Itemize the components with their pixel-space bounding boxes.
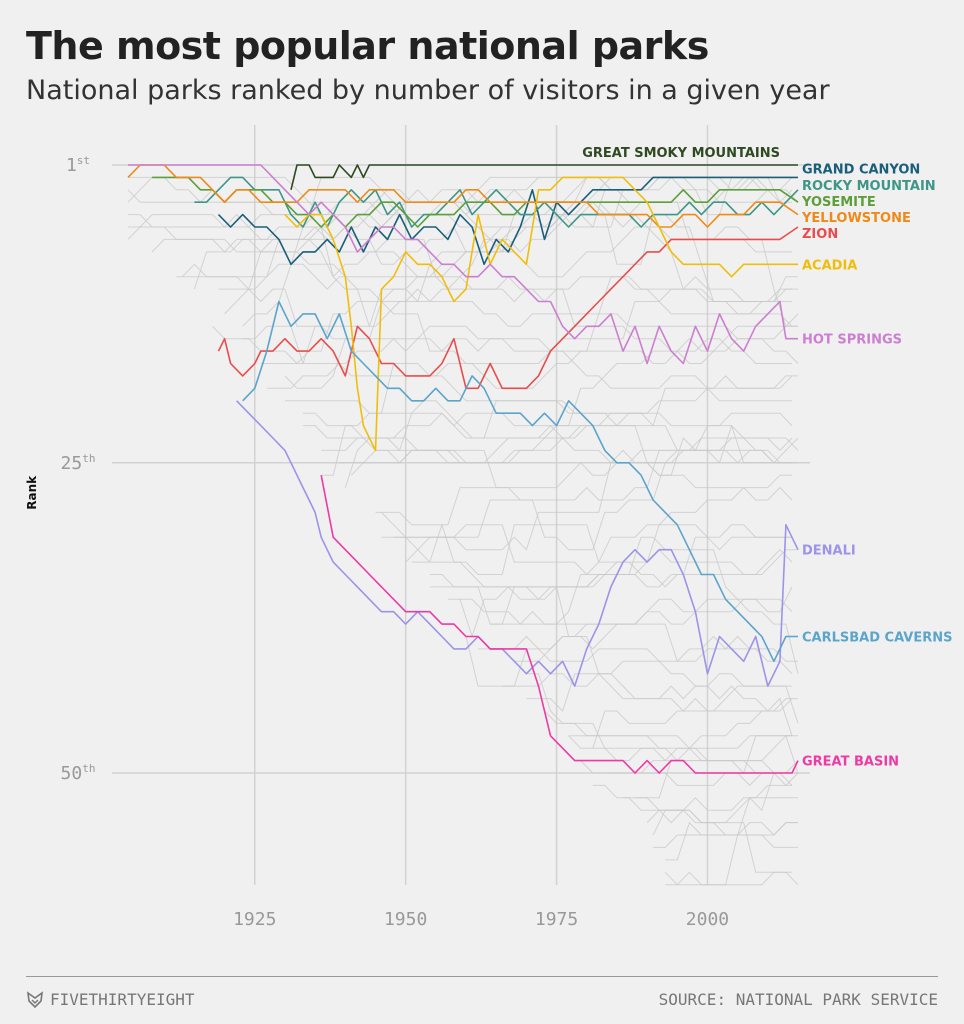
background-park-line bbox=[266, 325, 798, 389]
series-line-yellowstone bbox=[127, 164, 799, 228]
background-park-line bbox=[568, 685, 799, 749]
series-label: ZION bbox=[802, 227, 838, 242]
series-line-hot-springs bbox=[128, 164, 798, 365]
chart-title: The most popular national parks bbox=[26, 24, 709, 68]
series-line-great-smoky-mountains bbox=[290, 164, 798, 190]
y-tick-label: 25th bbox=[61, 452, 96, 474]
series-label: GRAND CANYON bbox=[802, 163, 920, 178]
chart-subtitle: National parks ranked by number of visit… bbox=[26, 75, 830, 106]
background-park-line bbox=[242, 301, 799, 366]
y-tick-label: 50th bbox=[61, 762, 96, 784]
background-park-line bbox=[501, 586, 793, 662]
x-tick-label: 2000 bbox=[686, 909, 729, 930]
background-park-line bbox=[344, 424, 792, 488]
x-tick-label: 1925 bbox=[233, 909, 276, 930]
footer-divider bbox=[26, 976, 938, 977]
background-park-line bbox=[405, 523, 792, 575]
background-park-line bbox=[526, 673, 792, 712]
axes: 1925 1950 1975 2000 1st 25th 50th Rank bbox=[25, 154, 729, 930]
series-label: CARLSBAD CAVERNS bbox=[802, 631, 952, 646]
background-park-line bbox=[490, 536, 792, 625]
series-label: ACADIA bbox=[802, 258, 857, 273]
background-park-line bbox=[393, 462, 793, 551]
background-park-line bbox=[242, 201, 798, 327]
background-park-line bbox=[664, 871, 799, 886]
background-park-line bbox=[568, 734, 799, 774]
background-park-line bbox=[284, 338, 793, 389]
background-park-line bbox=[375, 449, 798, 551]
source-note: SOURCE: NATIONAL PARK SERVICE bbox=[658, 990, 938, 1009]
series-label: GREAT SMOKY MOUNTAINS bbox=[582, 146, 780, 161]
series-label: ROCKY MOUNTAIN bbox=[802, 179, 936, 194]
highlighted-series bbox=[127, 164, 799, 774]
background-park-line bbox=[460, 549, 798, 625]
brand-name: FIVETHIRTYEIGHT bbox=[50, 990, 195, 1009]
series-label: YELLOWSTONE bbox=[801, 211, 911, 226]
background-series bbox=[127, 176, 799, 886]
background-park-line bbox=[623, 735, 792, 799]
background-park-line bbox=[652, 809, 798, 848]
series-line-carlsbad-caverns bbox=[242, 300, 798, 663]
x-tick-label: 1975 bbox=[535, 909, 578, 930]
series-line-great-basin bbox=[320, 475, 799, 774]
series-line-grand-canyon bbox=[217, 176, 798, 266]
y-axis-title: Rank bbox=[25, 475, 39, 510]
background-park-line bbox=[526, 673, 793, 786]
series-label: YOSEMITE bbox=[801, 195, 876, 210]
y-tick-label: 1st bbox=[66, 154, 90, 176]
fox-logo-icon bbox=[26, 990, 44, 1008]
series-label: GREAT BASIN bbox=[802, 755, 899, 770]
brand: FIVETHIRTYEIGHT bbox=[26, 990, 195, 1009]
series-line-yosemite bbox=[152, 176, 799, 228]
x-tick-label: 1950 bbox=[384, 909, 427, 930]
background-park-line bbox=[478, 635, 793, 675]
background-park-line bbox=[592, 698, 798, 762]
background-park-line bbox=[635, 784, 792, 824]
background-park-line bbox=[592, 760, 799, 824]
series-label: DENALI bbox=[802, 544, 856, 559]
series-label: HOT SPRINGS bbox=[802, 333, 902, 348]
series-line-rocky-mountain bbox=[194, 176, 799, 228]
background-park-line bbox=[665, 822, 798, 886]
series-line-zion bbox=[217, 226, 799, 390]
series-line-acadia bbox=[284, 176, 798, 452]
background-park-line bbox=[665, 797, 798, 861]
background-park-line bbox=[604, 772, 798, 787]
